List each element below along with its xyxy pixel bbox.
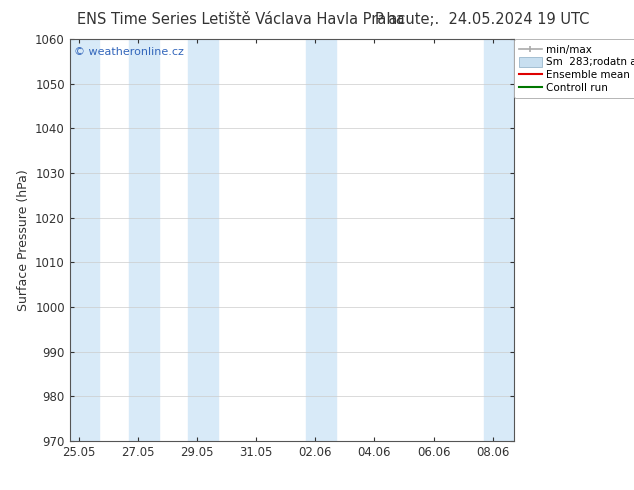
Text: © weatheronline.cz: © weatheronline.cz bbox=[74, 47, 184, 57]
Bar bbox=[70, 39, 100, 441]
Bar bbox=[129, 39, 158, 441]
Bar bbox=[306, 39, 336, 441]
Y-axis label: Surface Pressure (hPa): Surface Pressure (hPa) bbox=[16, 169, 30, 311]
Legend: min/max, Sm  283;rodatn acute; odchylka, Ensemble mean run, Controll run: min/max, Sm 283;rodatn acute; odchylka, … bbox=[514, 39, 634, 98]
Text: P acute;.  24.05.2024 19 UTC: P acute;. 24.05.2024 19 UTC bbox=[375, 12, 589, 27]
Text: ENS Time Series Letiště Václava Havla Praha: ENS Time Series Letiště Václava Havla Pr… bbox=[77, 12, 404, 27]
Bar bbox=[188, 39, 217, 441]
Bar bbox=[484, 39, 514, 441]
